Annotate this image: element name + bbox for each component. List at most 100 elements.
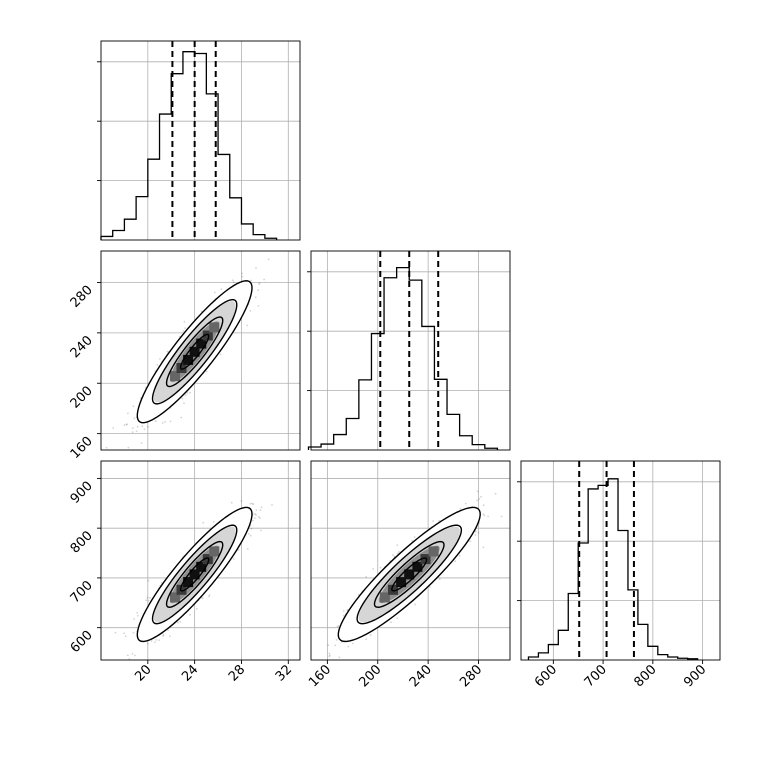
- x-tick-label: 700: [582, 662, 610, 690]
- sample-point: [169, 635, 171, 638]
- y-tick-label: 280: [68, 283, 96, 311]
- panel-content: [114, 500, 273, 675]
- sample-point: [156, 364, 159, 366]
- sample-point: [128, 658, 131, 660]
- sample-point: [146, 596, 149, 599]
- sample-point: [392, 554, 394, 556]
- density-cell: [209, 322, 220, 333]
- contour-line-4: [136, 280, 253, 424]
- density-cell: [379, 592, 390, 603]
- sample-point: [258, 282, 261, 284]
- sample-point: [241, 272, 243, 275]
- sample-point: [147, 426, 150, 428]
- sample-point: [125, 423, 128, 426]
- sample-point: [328, 652, 331, 655]
- sample-point: [240, 500, 243, 502]
- sample-point: [483, 514, 486, 517]
- sample-point: [476, 490, 479, 493]
- sample-point: [162, 634, 165, 636]
- sample-point: [487, 515, 489, 518]
- sample-point: [180, 416, 183, 419]
- sample-point: [342, 614, 345, 617]
- sample-point: [154, 641, 156, 644]
- sample-point: [146, 642, 149, 645]
- panel-content: [105, 258, 270, 449]
- density-cell: [388, 584, 398, 595]
- sample-point: [259, 509, 262, 512]
- sample-point: [263, 278, 265, 281]
- y-tick-label: 240: [68, 333, 96, 361]
- sample-point: [249, 534, 252, 537]
- sample-point: [411, 539, 414, 542]
- panel-background: [521, 461, 720, 660]
- contour-line-3: [356, 524, 463, 625]
- panel-frame: [100, 460, 301, 661]
- sample-point: [398, 550, 400, 553]
- density-core-cells: [379, 546, 439, 603]
- sample-point: [478, 498, 481, 500]
- x-tick-label: 200: [356, 662, 384, 690]
- sample-point: [132, 631, 135, 634]
- sample-point: [337, 625, 340, 627]
- sample-point: [136, 425, 139, 428]
- panel-frame: [100, 40, 301, 241]
- sample-point: [328, 655, 331, 658]
- density-cell: [412, 561, 423, 572]
- sample-point: [338, 656, 341, 659]
- sample-point: [342, 610, 345, 612]
- sample-point: [123, 632, 126, 635]
- sample-point: [161, 422, 164, 424]
- sample-point: [154, 420, 157, 423]
- contour-line-1: [179, 557, 210, 592]
- sample-point: [131, 431, 134, 434]
- x-tick-label: 160: [306, 662, 334, 690]
- sample-point: [132, 427, 134, 430]
- sample-point: [329, 654, 331, 657]
- sample-point: [127, 446, 130, 449]
- sample-point: [344, 661, 346, 663]
- sample-point: [182, 330, 185, 332]
- sample-point: [137, 614, 139, 617]
- sample-point: [205, 370, 208, 373]
- sample-point: [454, 560, 457, 563]
- sample-point: [202, 521, 205, 524]
- contour-line-3: [151, 524, 238, 625]
- y-tick-label: 700: [68, 578, 96, 606]
- sample-point: [396, 552, 399, 555]
- contour-line-2: [165, 316, 224, 388]
- sample-point: [195, 607, 198, 610]
- contour-line-4: [136, 506, 253, 643]
- density-cell: [170, 592, 180, 603]
- sample-point: [259, 517, 261, 519]
- sample-point: [246, 324, 249, 327]
- x-tick-label: 900: [681, 662, 709, 690]
- sample-point: [438, 519, 441, 522]
- sample-point: [252, 519, 254, 522]
- sample-point: [183, 402, 185, 405]
- panel-frame: [520, 460, 721, 661]
- sample-point: [474, 530, 477, 533]
- panel-background: [311, 251, 510, 450]
- sample-point: [116, 673, 118, 675]
- sample-point: [124, 635, 127, 638]
- histogram-step-line: [307, 266, 499, 450]
- sample-point: [135, 430, 138, 433]
- sample-point: [232, 558, 235, 560]
- sample-point: [147, 599, 150, 602]
- density-cell: [176, 363, 187, 373]
- sample-point: [336, 625, 339, 628]
- contour-line-3: [151, 298, 238, 405]
- x-tick-label: 240: [407, 662, 435, 690]
- sample-point: [143, 428, 146, 431]
- x-tick-label: 600: [532, 662, 560, 690]
- contour-line-4: [337, 506, 481, 643]
- contour-line-2: [165, 540, 224, 608]
- sample-point: [476, 499, 479, 502]
- sample-point: [396, 617, 399, 619]
- sample-point: [271, 504, 273, 506]
- sample-point: [186, 392, 189, 394]
- sample-point: [249, 502, 252, 505]
- sample-point: [105, 446, 108, 449]
- scatter-panel-1-2: [100, 250, 301, 451]
- sample-point: [219, 353, 222, 356]
